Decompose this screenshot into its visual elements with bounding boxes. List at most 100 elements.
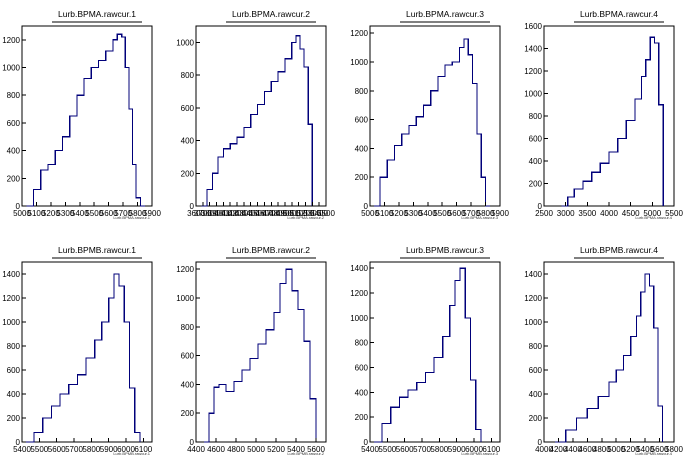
histogram-line [204, 268, 317, 443]
histogram-pad-4: 0 200 400 600 800 1000 1200 1400 1600 2500 3000 350… [522, 0, 696, 236]
title-box [51, 7, 143, 21]
histogram-pad-7: 0 200 400 600 800 1000 1200 1400 5400 5500 5600 570… [348, 236, 522, 472]
y-tick-label: 800 [181, 323, 195, 332]
plot-frame [195, 25, 327, 207]
y-tick-label: 800 [355, 87, 369, 96]
title-box [573, 243, 665, 257]
y-tick-label: 400 [181, 380, 195, 389]
y-tick-label: 400 [7, 147, 21, 156]
y-tick-label: 800 [7, 91, 21, 100]
y-tick-label: 400 [355, 144, 369, 153]
x-tick-label: 6000 [117, 445, 135, 454]
y-tick-label: 0 [538, 438, 543, 447]
y-tick-label: 0 [190, 202, 195, 211]
histogram-line [372, 38, 490, 207]
y-tick-label: 400 [181, 137, 195, 146]
x-axis-label: Lurb.BPMB.rawcur.2 [287, 451, 324, 456]
y-tick-label: 800 [7, 342, 21, 351]
x-tick-label: 5000 [283, 209, 301, 218]
x-tick-label: 5400 [287, 445, 305, 454]
x-tick-label: 5200 [297, 209, 315, 218]
y-tick-label: 0 [16, 202, 21, 211]
x-tick-label: 5400 [13, 445, 31, 454]
x-axis-label: Lurb.BPMB.rawcur.3 [461, 451, 498, 456]
y-tick-label: 600 [355, 364, 369, 373]
y-tick-label: 1200 [176, 265, 194, 274]
histogram-title: Lurb.BPMA.rawcur.4 [580, 9, 658, 19]
x-tick-label: 5200 [267, 445, 285, 454]
x-tick-label: 5700 [65, 445, 83, 454]
y-tick-label: 0 [364, 202, 369, 211]
histogram-line [554, 273, 664, 443]
histogram-svg: 0 200 400 600 800 1000 1200 1400 1600 2500 3000 350… [524, 7, 683, 220]
x-tick-label: 4600 [207, 445, 225, 454]
title-box [399, 7, 491, 21]
plot-frame [543, 25, 675, 207]
y-tick-label: 600 [181, 352, 195, 361]
plot-frame [543, 261, 675, 443]
y-tick-label: 0 [16, 438, 21, 447]
x-tick-label: 5600 [651, 445, 669, 454]
x-tick-label: 5500 [317, 209, 335, 218]
x-axis-label: Lurb.BPMA.rawcur.4 [635, 215, 672, 220]
x-tick-label: 3900 [208, 209, 226, 218]
y-tick-label: 1400 [2, 270, 20, 279]
y-tick-label: 1400 [350, 264, 368, 273]
y-tick-label: 800 [181, 71, 195, 80]
x-tick-label: 4800 [269, 209, 287, 218]
x-tick-label: 4600 [256, 209, 274, 218]
y-tick-label: 600 [529, 135, 543, 144]
x-tick-label: 6100 [134, 445, 152, 454]
x-tick-label: 4200 [550, 445, 568, 454]
x-tick-label: 4600 [578, 445, 596, 454]
x-tick-label: 5800 [665, 445, 683, 454]
x-tick-label: 3600 [187, 209, 205, 218]
histogram-title: Lurb.BPMB.rawcur.3 [406, 245, 484, 255]
x-tick-label: 5200 [622, 445, 640, 454]
x-tick-label: 3800 [201, 209, 219, 218]
x-tick-label: 5900 [143, 209, 161, 218]
y-tick-label: 1000 [2, 318, 20, 327]
x-tick-label: 5500 [665, 209, 683, 218]
x-tick-label: 5300 [404, 209, 422, 218]
x-tick-label: 5000 [607, 445, 625, 454]
histogram-line [26, 33, 145, 207]
x-tick-label: 5900 [100, 445, 118, 454]
x-tick-label: 4400 [242, 209, 260, 218]
histogram-line [561, 36, 664, 207]
x-tick-label: 5700 [462, 209, 480, 218]
title-box [51, 243, 143, 257]
histogram-line [373, 267, 482, 443]
x-tick-label: 5500 [433, 209, 451, 218]
y-tick-label: 800 [529, 342, 543, 351]
histogram-title: Lurb.BPMA.rawcur.3 [406, 9, 484, 19]
x-tick-label: 5000 [247, 445, 265, 454]
x-tick-label: 5800 [129, 209, 147, 218]
x-tick-label: 5000 [13, 209, 31, 218]
x-tick-label: 6100 [482, 445, 500, 454]
x-tick-label: 5100 [376, 209, 394, 218]
x-tick-label: 5500 [30, 445, 48, 454]
y-tick-label: 1000 [176, 38, 194, 47]
y-tick-label: 200 [181, 409, 195, 418]
y-tick-label: 1600 [524, 22, 542, 31]
y-tick-label: 0 [364, 438, 369, 447]
x-axis-label: Lurb.BPMB.rawcur.4 [635, 451, 672, 456]
x-tick-label: 5600 [396, 445, 414, 454]
histogram-title: Lurb.BPMB.rawcur.2 [232, 245, 310, 255]
x-tick-label: 4900 [276, 209, 294, 218]
histogram-line [25, 273, 141, 443]
x-tick-label: 3700 [194, 209, 212, 218]
x-tick-label: 5800 [82, 445, 100, 454]
x-tick-label: 5600 [100, 209, 118, 218]
x-tick-label: 4800 [593, 445, 611, 454]
x-tick-label: 5700 [114, 209, 132, 218]
x-tick-label: 5900 [491, 209, 509, 218]
x-tick-label: 5500 [378, 445, 396, 454]
y-tick-label: 200 [529, 414, 543, 423]
y-tick-label: 400 [355, 388, 369, 397]
histogram-pad-6: 0 200 400 600 800 1000 1200 4400 4600 4800 5000 520… [174, 236, 348, 472]
y-tick-label: 1200 [2, 294, 20, 303]
x-tick-label: 4800 [227, 445, 245, 454]
y-tick-label: 1000 [350, 58, 368, 67]
